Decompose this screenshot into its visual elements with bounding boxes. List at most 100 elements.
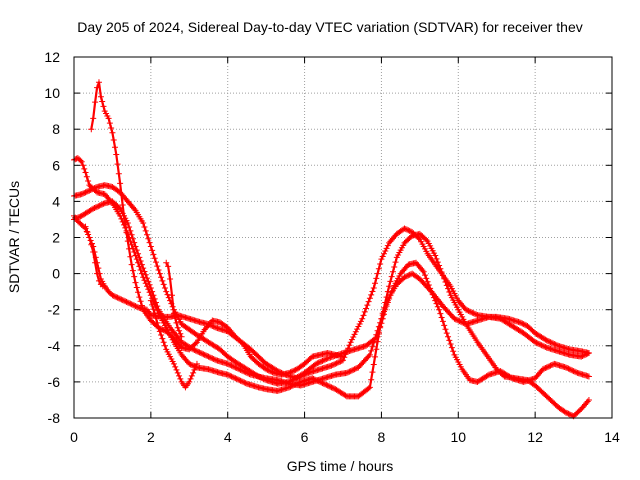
data-point xyxy=(150,306,157,313)
data-point xyxy=(500,372,507,379)
data-point xyxy=(348,367,355,374)
data-point xyxy=(163,259,170,266)
data-point xyxy=(199,350,206,357)
data-point xyxy=(227,372,234,379)
data-point xyxy=(156,328,163,335)
data-point xyxy=(161,285,168,292)
data-point xyxy=(119,297,126,304)
data-point xyxy=(375,330,382,337)
data-point xyxy=(373,275,380,282)
data-point xyxy=(323,381,330,388)
data-point xyxy=(374,338,381,345)
data-point xyxy=(484,372,491,379)
data-point xyxy=(434,259,441,266)
data-point xyxy=(210,356,217,363)
data-point xyxy=(383,245,390,252)
data-point xyxy=(368,376,375,383)
data-point xyxy=(319,357,326,364)
data-point xyxy=(287,383,294,390)
data-point xyxy=(225,372,232,379)
data-point xyxy=(546,338,553,345)
data-point xyxy=(82,169,89,176)
data-point xyxy=(446,310,453,317)
data-point xyxy=(141,223,148,230)
data-point xyxy=(113,151,120,158)
data-point xyxy=(318,358,325,365)
data-point xyxy=(465,307,472,314)
data-point xyxy=(193,360,200,367)
y-tick-label: 10 xyxy=(44,85,60,101)
data-point xyxy=(535,340,542,347)
data-point xyxy=(404,273,411,280)
x-tick-label: 6 xyxy=(301,429,309,445)
data-point xyxy=(129,301,136,308)
data-point xyxy=(119,202,126,209)
data-point xyxy=(316,359,323,366)
data-series xyxy=(71,79,592,420)
data-point xyxy=(370,361,377,368)
data-point xyxy=(205,353,212,360)
series-track-6 xyxy=(82,223,108,290)
data-point xyxy=(111,144,118,151)
data-point xyxy=(142,227,149,234)
data-point xyxy=(377,323,384,330)
data-point xyxy=(443,282,450,289)
data-point xyxy=(242,369,249,376)
data-point xyxy=(191,347,198,354)
data-point xyxy=(452,316,459,323)
data-point xyxy=(137,266,144,273)
data-point xyxy=(206,354,213,361)
data-point xyxy=(427,287,434,294)
y-tick-label: 12 xyxy=(44,49,60,65)
data-point xyxy=(124,238,131,245)
data-point xyxy=(552,341,559,348)
data-point xyxy=(354,326,361,333)
data-point xyxy=(191,366,198,373)
data-point xyxy=(333,360,340,367)
data-point xyxy=(544,363,551,370)
data-point xyxy=(325,383,332,390)
data-point xyxy=(401,225,408,232)
data-point xyxy=(286,384,293,391)
data-point xyxy=(373,346,380,353)
data-point xyxy=(132,303,139,310)
data-point xyxy=(78,191,85,198)
data-point xyxy=(551,340,558,347)
data-point xyxy=(178,333,185,340)
data-point xyxy=(237,366,244,373)
data-point xyxy=(541,365,548,372)
data-point xyxy=(231,363,238,370)
data-point xyxy=(151,310,158,317)
data-point xyxy=(537,341,544,348)
data-point xyxy=(584,350,591,357)
data-point xyxy=(78,158,85,165)
data-point xyxy=(313,360,320,367)
data-point xyxy=(473,311,480,318)
data-point xyxy=(585,396,592,403)
data-point xyxy=(374,270,381,277)
data-point xyxy=(144,231,151,238)
data-point xyxy=(154,263,161,270)
data-point xyxy=(368,291,375,298)
data-point xyxy=(229,363,236,370)
data-point xyxy=(131,302,138,309)
data-point xyxy=(92,259,99,266)
data-point xyxy=(562,409,569,416)
data-point xyxy=(357,361,364,368)
data-point xyxy=(380,250,387,257)
data-point xyxy=(233,365,240,372)
data-point xyxy=(144,283,151,290)
data-point xyxy=(548,339,555,346)
data-point xyxy=(108,124,115,131)
y-tick-label: -8 xyxy=(48,410,61,426)
data-point xyxy=(391,263,398,270)
data-point xyxy=(88,206,95,213)
data-point xyxy=(209,355,216,362)
data-point xyxy=(155,324,162,331)
data-point xyxy=(128,261,135,268)
data-point xyxy=(135,289,142,296)
data-point xyxy=(99,98,106,105)
data-point xyxy=(101,283,108,290)
data-point xyxy=(94,270,101,277)
data-point xyxy=(265,367,272,374)
